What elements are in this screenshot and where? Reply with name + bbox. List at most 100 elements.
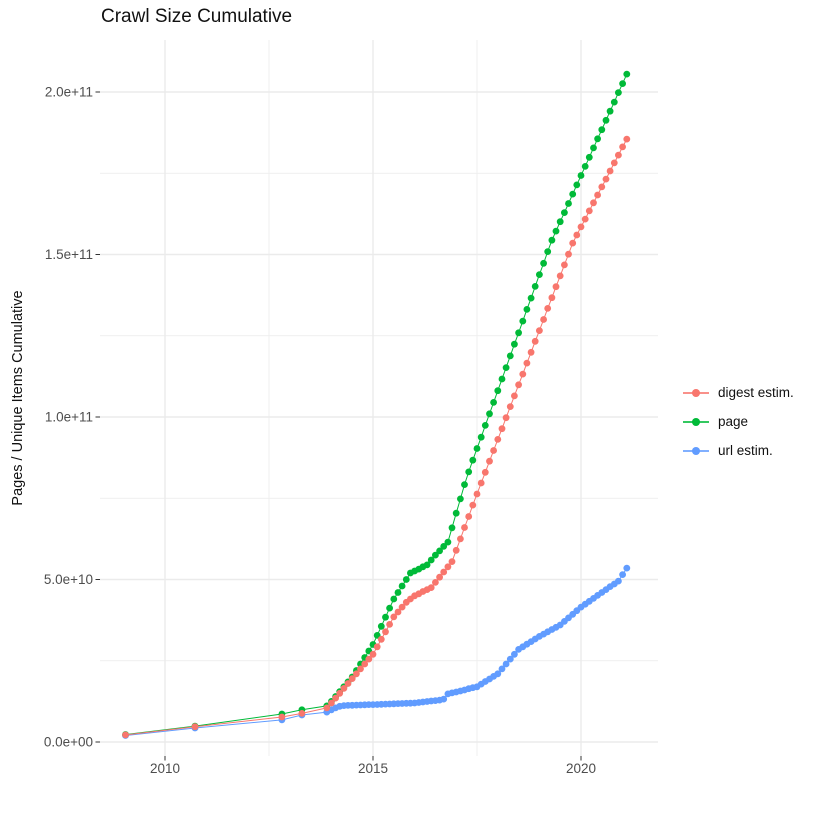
data-point xyxy=(427,556,435,564)
x-tick-label: 2020 xyxy=(566,761,596,776)
legend-label: page xyxy=(718,414,749,429)
data-point xyxy=(552,283,560,291)
data-point xyxy=(436,573,443,581)
data-point xyxy=(332,694,339,702)
x-tick-label: 2015 xyxy=(358,761,388,776)
data-point xyxy=(122,731,129,739)
data-point xyxy=(357,665,364,673)
data-point xyxy=(494,436,502,443)
data-point xyxy=(585,153,593,161)
data-point xyxy=(548,236,556,244)
data-point xyxy=(369,650,377,658)
data-point xyxy=(610,159,618,167)
data-point xyxy=(344,680,352,687)
data-point xyxy=(565,200,572,207)
data-point xyxy=(623,564,631,572)
data-point xyxy=(581,163,589,170)
data-point xyxy=(531,283,539,290)
data-point xyxy=(511,392,518,400)
data-point xyxy=(440,568,448,576)
data-point xyxy=(473,490,481,498)
data-point xyxy=(577,223,585,231)
data-point xyxy=(506,352,514,360)
data-point xyxy=(336,689,344,697)
data-point xyxy=(432,551,439,559)
data-point xyxy=(457,495,464,503)
y-axis-title: Pages / Unique Items Cumulative xyxy=(10,290,26,505)
data-point xyxy=(619,571,626,578)
data-point xyxy=(511,340,518,348)
data-point xyxy=(402,576,410,583)
data-point xyxy=(590,199,597,207)
data-point xyxy=(386,604,393,612)
data-point xyxy=(544,248,552,256)
data-point xyxy=(540,259,547,267)
data-point xyxy=(569,239,577,247)
data-point xyxy=(191,723,199,731)
axis-ticks xyxy=(95,91,582,761)
data-point xyxy=(536,327,543,334)
data-point xyxy=(515,329,522,337)
data-point xyxy=(615,577,622,585)
legend-label: url estim. xyxy=(718,443,773,458)
data-point xyxy=(398,582,406,590)
data-point xyxy=(531,337,539,345)
data-point xyxy=(461,524,468,531)
data-point xyxy=(602,175,610,183)
data-point xyxy=(606,107,614,115)
data-point xyxy=(477,479,485,487)
data-point xyxy=(494,387,502,395)
data-point xyxy=(502,660,510,668)
data-point xyxy=(394,608,402,616)
data-point xyxy=(461,481,468,488)
data-point xyxy=(494,670,502,678)
data-point xyxy=(440,543,448,550)
data-point xyxy=(328,699,335,707)
legend-key-icon xyxy=(683,388,709,398)
data-point xyxy=(278,713,286,721)
data-point xyxy=(394,589,402,596)
data-point xyxy=(556,272,564,280)
data-point xyxy=(623,70,631,78)
data-point xyxy=(515,381,522,389)
data-point xyxy=(465,468,473,476)
data-point xyxy=(523,359,531,367)
series-url-estim xyxy=(122,564,631,739)
data-point xyxy=(465,513,473,520)
data-point xyxy=(377,635,385,643)
data-point xyxy=(365,655,373,663)
legend-item-page: page xyxy=(683,407,794,436)
series-line-url-estim xyxy=(125,567,628,736)
data-point xyxy=(490,399,497,406)
data-point xyxy=(561,261,568,269)
series-digest-estim xyxy=(122,135,631,739)
data-point xyxy=(423,561,431,569)
data-point xyxy=(498,425,506,433)
data-point xyxy=(469,456,477,464)
data-point xyxy=(469,501,477,509)
data-point xyxy=(573,231,581,239)
series-layer xyxy=(122,70,631,739)
data-point xyxy=(569,190,577,198)
data-point xyxy=(615,151,622,159)
legend-key-icon xyxy=(683,446,709,456)
legend: digest estim. page url estim. xyxy=(683,378,794,465)
data-point xyxy=(340,685,348,692)
series-page xyxy=(122,70,631,738)
data-point xyxy=(382,613,389,621)
data-point xyxy=(427,584,435,591)
data-point xyxy=(502,414,510,422)
data-point xyxy=(619,143,626,151)
data-point xyxy=(440,695,448,703)
legend-label: digest estim. xyxy=(718,385,794,400)
data-point xyxy=(348,675,356,682)
legend-item-digest-estim: digest estim. xyxy=(683,378,794,407)
data-point xyxy=(585,207,593,215)
data-point xyxy=(573,181,581,189)
data-point xyxy=(552,227,560,235)
data-point xyxy=(606,167,614,175)
data-point xyxy=(598,126,606,134)
data-point xyxy=(610,98,618,106)
legend-item-url-estim: url estim. xyxy=(683,436,794,465)
